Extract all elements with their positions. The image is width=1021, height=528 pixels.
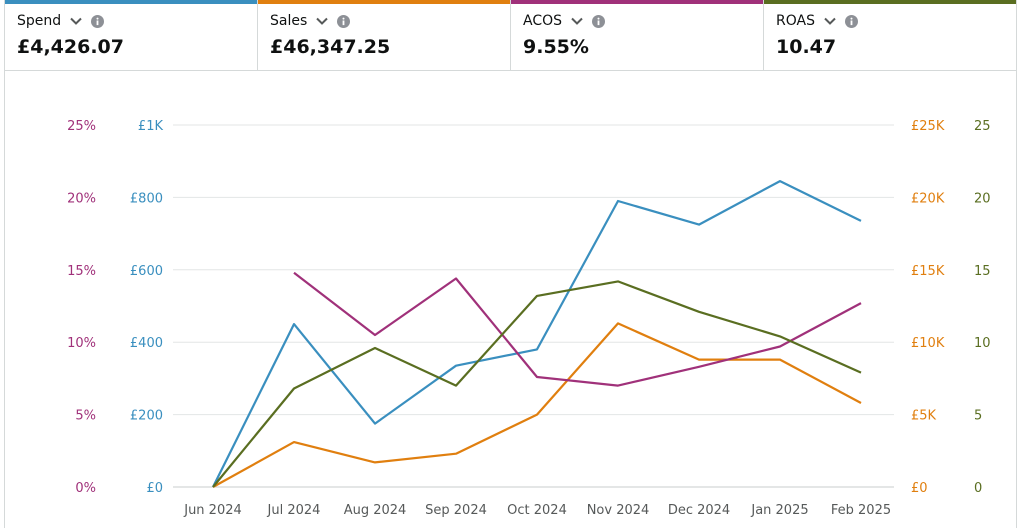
info-icon[interactable] xyxy=(844,14,858,28)
roas-axis-tick-label: 10 xyxy=(974,336,991,351)
roas-series-line xyxy=(212,280,862,488)
metric-color-bar xyxy=(764,0,1016,4)
acos-axis-tick-label: 10% xyxy=(67,336,96,351)
spend-axis-tick-label: £0 xyxy=(146,481,163,496)
chevron-down-icon[interactable] xyxy=(823,14,837,28)
acos-axis-tick-label: 20% xyxy=(67,191,96,206)
metric-card-sales[interactable]: Sales £46,347.25 xyxy=(257,0,510,71)
spend-axis-tick-label: £600 xyxy=(130,264,163,279)
x-axis-tick-label: Jan 2025 xyxy=(750,503,808,518)
spend-axis-tick-label: £200 xyxy=(130,409,163,424)
metric-color-bar xyxy=(5,0,257,4)
x-axis-tick-label: Oct 2024 xyxy=(507,503,567,518)
metric-card-spend[interactable]: Spend £4,426.07 xyxy=(4,0,257,71)
metric-label: ACOS xyxy=(523,13,563,29)
x-axis-tick-label: Jul 2024 xyxy=(267,503,321,518)
sales-axis-tick-label: £0 xyxy=(911,481,928,496)
x-axis-tick-label: Feb 2025 xyxy=(831,503,891,518)
roas-axis-tick-label: 15 xyxy=(974,264,991,279)
metric-color-bar xyxy=(511,0,763,4)
roas-axis-tick-label: 20 xyxy=(974,191,991,206)
sales-axis-tick-label: £25K xyxy=(911,119,945,134)
sales-axis-tick-label: £10K xyxy=(911,336,945,351)
spend-axis-tick-label: £800 xyxy=(130,191,163,206)
sales-axis-tick-label: £15K xyxy=(911,264,945,279)
sales-axis-tick-label: £20K xyxy=(911,191,945,206)
roas-axis-tick-label: 0 xyxy=(974,481,982,496)
x-axis-tick-label: Aug 2024 xyxy=(344,503,407,518)
spend-axis-tick-label: £1K xyxy=(138,119,164,134)
metric-card-acos[interactable]: ACOS 9.55% xyxy=(510,0,763,71)
acos-axis-tick-label: 25% xyxy=(67,119,96,134)
metric-value: £4,426.07 xyxy=(17,36,124,58)
metric-label: Spend xyxy=(17,13,62,29)
metric-cards: Spend £4,426.07 Sales £46,347.25 ACOS 9.… xyxy=(4,0,1017,71)
chart-panel: 0% 5% 10% 15% 20% 25% £0 £200 £400 £600 £800 £1K £0 £… xyxy=(4,71,1017,528)
spend-series-line xyxy=(212,179,862,488)
metric-card-roas[interactable]: ROAS 10.47 xyxy=(763,0,1017,71)
metric-label: ROAS xyxy=(776,13,815,29)
metric-value: £46,347.25 xyxy=(270,36,391,58)
info-icon[interactable] xyxy=(91,14,105,28)
info-icon[interactable] xyxy=(337,14,351,28)
metric-color-bar xyxy=(258,0,510,4)
line-chart: 0% 5% 10% 15% 20% 25% £0 £200 £400 £600 £800 £1K £0 £… xyxy=(67,119,991,518)
acos-axis-tick-label: 5% xyxy=(75,409,96,424)
acos-axis-tick-label: 15% xyxy=(67,264,96,279)
sales-series-line xyxy=(212,322,862,488)
spend-axis-tick-label: £400 xyxy=(130,336,163,351)
chevron-down-icon[interactable] xyxy=(69,14,83,28)
chevron-down-icon[interactable] xyxy=(315,14,329,28)
sales-axis-tick-label: £5K xyxy=(911,409,937,424)
metric-label: Sales xyxy=(270,13,308,29)
chevron-down-icon[interactable] xyxy=(570,14,584,28)
info-icon[interactable] xyxy=(592,14,606,28)
metric-value: 9.55% xyxy=(523,36,589,58)
acos-series-line xyxy=(293,271,862,387)
x-axis-tick-label: Jun 2024 xyxy=(183,503,242,518)
metric-value: 10.47 xyxy=(776,36,837,58)
roas-axis-tick-label: 5 xyxy=(974,409,982,424)
x-axis-tick-label: Dec 2024 xyxy=(668,503,730,518)
x-axis-tick-label: Sep 2024 xyxy=(425,503,487,518)
x-axis-tick-label: Nov 2024 xyxy=(587,503,650,518)
acos-axis-tick-label: 0% xyxy=(75,481,96,496)
roas-axis-tick-label: 25 xyxy=(974,119,991,134)
